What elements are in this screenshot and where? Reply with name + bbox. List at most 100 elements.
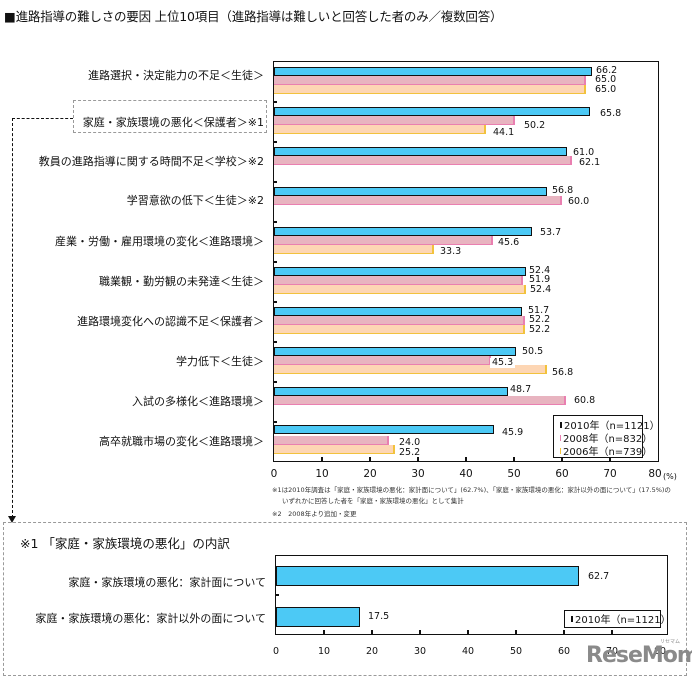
x-tick-label: 40 bbox=[461, 646, 475, 657]
x-tick-label: 30 bbox=[411, 468, 425, 480]
x-tick bbox=[609, 457, 611, 461]
value-label: 61.0 bbox=[573, 147, 595, 158]
x-tick-label: 70 bbox=[603, 468, 617, 480]
legend-label: 2008年（n=832） bbox=[563, 434, 653, 445]
value-label: 56.8 bbox=[552, 367, 574, 378]
y-tick bbox=[273, 141, 277, 143]
chart-title: ■進路指導の難しさの要因 上位10項目（進路指導は難しいと回答した者のみ／複数回… bbox=[4, 9, 503, 24]
arrow-down-icon bbox=[8, 516, 16, 523]
bar-2006 bbox=[274, 125, 486, 134]
category-label: 高卒就職市場の変化＜進路環境＞ bbox=[99, 435, 264, 448]
y-tick bbox=[273, 341, 277, 343]
breakdown-panel bbox=[3, 522, 687, 676]
bar-2006 bbox=[274, 365, 547, 374]
x-tick-label: 40 bbox=[459, 468, 473, 480]
legend-item-2008: 2008年（n=832） bbox=[560, 431, 652, 445]
value-label: 45.9 bbox=[502, 427, 524, 438]
value-label: 17.5 bbox=[368, 611, 390, 622]
bar-2010 bbox=[274, 67, 592, 76]
x-tick bbox=[369, 457, 371, 461]
value-label: 60.0 bbox=[568, 196, 590, 207]
legend-label: 2010年（n=1121） bbox=[564, 421, 660, 432]
x-tick bbox=[417, 457, 419, 461]
bar-2010 bbox=[274, 107, 590, 116]
y-tick bbox=[273, 101, 277, 103]
x-tick-label: 80 bbox=[648, 468, 662, 480]
bar-2008 bbox=[274, 156, 572, 165]
x-tick bbox=[371, 630, 373, 634]
value-label: 45.6 bbox=[498, 237, 520, 248]
value-label: 33.3 bbox=[440, 246, 462, 257]
category-label: 進路選択・決定能力の不足＜生徒＞ bbox=[88, 69, 264, 82]
category-label: 入試の多様化＜進路環境＞ bbox=[132, 395, 264, 408]
legend-item-2006: 2006年（n=739） bbox=[560, 444, 652, 458]
bar-2008 bbox=[274, 76, 586, 85]
footnote: ※2 2008年より追加・変更 bbox=[272, 510, 357, 518]
value-label: 51.9 bbox=[529, 274, 551, 285]
bar-2008 bbox=[274, 316, 525, 325]
y-tick bbox=[273, 421, 277, 423]
legend-item-2010: 2010年（n=1121） bbox=[560, 418, 660, 432]
y-tick bbox=[273, 381, 277, 383]
x-tick bbox=[513, 457, 515, 461]
connector-line bbox=[12, 118, 13, 518]
category-labels: 進路選択・決定能力の不足＜生徒＞ 家庭・家族環境の悪化＜保護者＞※1 教員の進路… bbox=[0, 0, 264, 470]
x-tick-label: 0 bbox=[270, 468, 278, 480]
sub-category-labels: 家庭・家族環境の悪化：家計面について 家庭・家族環境の悪化：家計以外の面について bbox=[0, 560, 266, 640]
bar-2008 bbox=[274, 276, 523, 285]
x-tick bbox=[515, 630, 517, 634]
watermark-logo: ReseMom bbox=[586, 643, 692, 668]
y-tick bbox=[275, 594, 279, 596]
bar-2010 bbox=[274, 187, 547, 196]
bar-2010 bbox=[274, 267, 526, 276]
x-tick bbox=[561, 457, 563, 461]
value-label: 24.0 bbox=[399, 437, 421, 448]
bar-2010 bbox=[274, 387, 508, 396]
bar-2010 bbox=[276, 607, 360, 627]
category-label: 家庭・家族環境の悪化：家計以外の面について bbox=[35, 612, 266, 625]
value-label: 65.8 bbox=[600, 108, 622, 119]
bar-2006 bbox=[274, 325, 525, 334]
x-tick-label: 20 bbox=[363, 468, 377, 480]
highlight-box bbox=[73, 100, 267, 133]
legend-label: 2006年（n=739） bbox=[563, 447, 653, 458]
value-label: 52.2 bbox=[529, 314, 551, 325]
bar-2006 bbox=[274, 445, 395, 454]
bar-2006 bbox=[274, 285, 526, 294]
value-label: 62.1 bbox=[579, 157, 601, 168]
category-label: 教員の進路指導に関する時間不足＜学校＞※2 bbox=[38, 155, 264, 168]
value-label: 60.8 bbox=[574, 395, 596, 406]
y-tick bbox=[273, 181, 277, 183]
footnote: ※1は2010年調査は「家庭・家族環境の悪化：家計面について」(62.7%)、「… bbox=[272, 486, 671, 494]
x-tick-label: 50 bbox=[507, 468, 521, 480]
legend-label: 2010年（n=1121） bbox=[575, 615, 671, 626]
bar-2008 bbox=[274, 236, 493, 245]
category-label: 産業・労働・雇用環境の変化＜進路環境＞ bbox=[55, 235, 264, 248]
value-label: 66.2 bbox=[596, 65, 618, 76]
legend-swatch-icon bbox=[560, 434, 561, 441]
value-label: 44.1 bbox=[493, 127, 515, 138]
value-label: 48.7 bbox=[510, 384, 532, 395]
legend: 2010年（n=1121） bbox=[564, 610, 671, 628]
main-plot-area: 66.2 65.0 65.0 65.8 50.2 44.1 61.0 62.1 … bbox=[273, 61, 660, 462]
y-tick bbox=[273, 221, 277, 223]
category-label: 家庭・家族環境の悪化＜保護者＞※1 bbox=[82, 116, 264, 129]
category-label: 職業観・勤労観の未発達＜生徒＞ bbox=[99, 275, 264, 288]
legend-swatch-icon bbox=[560, 447, 561, 454]
sub-plot-area: 62.7 17.5 2010年（n=1121） bbox=[275, 555, 671, 635]
legend-swatch-icon bbox=[571, 615, 573, 622]
x-tick-label: 60 bbox=[555, 468, 569, 480]
x-tick bbox=[465, 457, 467, 461]
bar-2010 bbox=[276, 566, 579, 586]
value-label: 50.2 bbox=[524, 120, 546, 131]
x-tick bbox=[321, 457, 323, 461]
value-label: 56.8 bbox=[552, 185, 574, 196]
x-tick bbox=[611, 630, 613, 634]
x-tick bbox=[467, 630, 469, 634]
bar-2010 bbox=[274, 307, 522, 316]
x-tick-label: 10 bbox=[315, 468, 329, 480]
legend: 2010年（n=1121） 2008年（n=832） 2006年（n=739） bbox=[553, 415, 660, 458]
bar-2008 bbox=[274, 116, 515, 125]
footnote: いずれかに回答した者を「家庭・家族環境の悪化」として集計 bbox=[282, 497, 464, 505]
legend-swatch-icon bbox=[560, 421, 562, 428]
